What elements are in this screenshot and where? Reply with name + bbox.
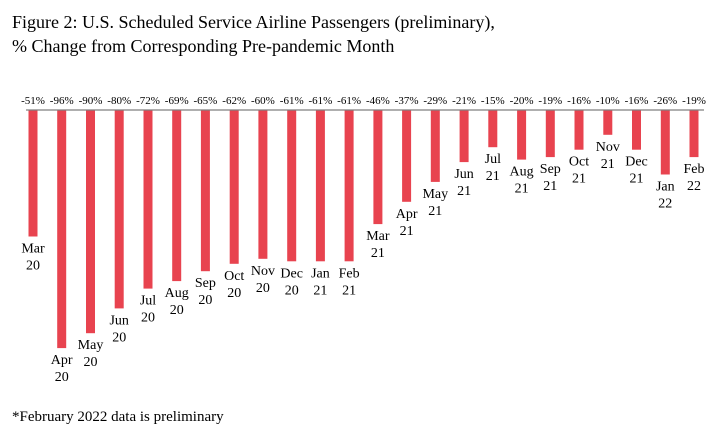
bar-jun-21 bbox=[459, 110, 469, 163]
category-label: Jul 20 bbox=[140, 294, 156, 326]
value-label: -61% bbox=[280, 95, 304, 107]
bar-aug-21 bbox=[517, 110, 527, 160]
value-label: -72% bbox=[136, 95, 160, 107]
bar-feb-22 bbox=[689, 110, 699, 158]
category-label: Jan 21 bbox=[311, 266, 330, 298]
bar-oct-21 bbox=[574, 110, 584, 150]
bar-jul-21 bbox=[488, 110, 498, 148]
bar-nov-21 bbox=[603, 110, 613, 135]
category-label: Aug 20 bbox=[165, 286, 189, 318]
chart-title: Figure 2: U.S. Scheduled Service Airline… bbox=[12, 10, 495, 58]
category-label: Mar 21 bbox=[366, 229, 390, 261]
category-label: Sep 21 bbox=[540, 162, 561, 194]
category-label: Aug 21 bbox=[510, 165, 534, 197]
bar-jan-22 bbox=[660, 110, 670, 175]
bar-may-21 bbox=[430, 110, 440, 182]
chart-title-line-2: % Change from Corresponding Pre-pandemic… bbox=[12, 36, 395, 56]
bar-feb-21 bbox=[344, 110, 354, 262]
value-label: -90% bbox=[79, 95, 103, 107]
category-label: Jun 21 bbox=[454, 167, 473, 199]
bar-dec-21 bbox=[632, 110, 641, 150]
bar-mar-20 bbox=[28, 110, 38, 237]
bar-apr-20 bbox=[57, 110, 67, 349]
category-label: Oct 20 bbox=[224, 269, 244, 301]
value-label: -80% bbox=[107, 95, 131, 107]
category-label: Dec 20 bbox=[280, 266, 303, 298]
category-label: Oct 21 bbox=[569, 155, 589, 187]
value-label: -51% bbox=[21, 95, 45, 107]
bar-sep-21 bbox=[545, 110, 555, 158]
value-label: -96% bbox=[50, 95, 74, 107]
bar-nov-20 bbox=[258, 110, 268, 259]
category-label: Sep 20 bbox=[195, 276, 216, 308]
category-label: May 21 bbox=[422, 187, 448, 219]
category-label: May 20 bbox=[78, 338, 104, 370]
value-label: -61% bbox=[308, 95, 332, 107]
bar-jun-20 bbox=[114, 110, 124, 309]
value-label: -16% bbox=[567, 95, 591, 107]
bar-apr-21 bbox=[402, 110, 412, 202]
bar-dec-20 bbox=[287, 110, 297, 262]
value-label: -60% bbox=[251, 95, 275, 107]
bar-mar-21 bbox=[373, 110, 383, 225]
value-label: -61% bbox=[337, 95, 361, 107]
value-label: -21% bbox=[452, 95, 476, 107]
category-label: Feb 21 bbox=[339, 266, 360, 298]
category-label: Dec 21 bbox=[625, 155, 648, 187]
value-label: -10% bbox=[596, 95, 620, 107]
footnote: *February 2022 data is preliminary bbox=[12, 409, 224, 425]
value-label: -46% bbox=[366, 95, 390, 107]
category-label: Jul 21 bbox=[485, 152, 501, 184]
category-label: Mar 20 bbox=[21, 242, 45, 274]
category-label: Apr 21 bbox=[396, 207, 418, 239]
bar-jan-21 bbox=[315, 110, 325, 262]
category-label: Jun 20 bbox=[109, 313, 128, 345]
value-label: -20% bbox=[510, 95, 534, 107]
value-label: -29% bbox=[423, 95, 447, 107]
category-label: Nov 21 bbox=[596, 140, 620, 172]
bar-oct-20 bbox=[229, 110, 239, 264]
category-label: Jan 22 bbox=[656, 180, 675, 212]
bar-aug-20 bbox=[172, 110, 182, 282]
value-label: -62% bbox=[222, 95, 246, 107]
chart-title-line-1: Figure 2: U.S. Scheduled Service Airline… bbox=[12, 12, 495, 32]
value-label: -69% bbox=[165, 95, 189, 107]
bar-may-20 bbox=[86, 110, 95, 334]
value-label: -16% bbox=[625, 95, 649, 107]
category-label: Feb 22 bbox=[684, 162, 705, 194]
category-label: Nov 20 bbox=[251, 264, 275, 296]
value-label: -19% bbox=[682, 95, 706, 107]
value-label: -15% bbox=[481, 95, 505, 107]
category-label: Apr 20 bbox=[51, 353, 73, 385]
value-label: -37% bbox=[395, 95, 419, 107]
bar-jul-20 bbox=[143, 110, 153, 289]
value-label: -65% bbox=[193, 95, 217, 107]
value-label: -19% bbox=[538, 95, 562, 107]
value-label: -26% bbox=[653, 95, 677, 107]
bar-sep-20 bbox=[200, 110, 210, 272]
